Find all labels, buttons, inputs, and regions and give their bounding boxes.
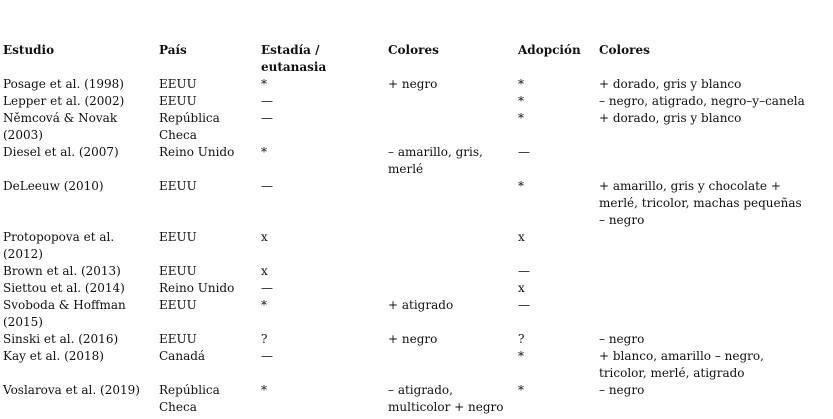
cell-colores-adopcion: + dorado, gris y blanco xyxy=(599,77,742,91)
table-row: Diesel et al. (2007) Reino Unido * – amaril… xyxy=(3,144,833,178)
cell-pais: República Checa xyxy=(159,111,220,142)
cell-estudio: DeLeeuw (2010) xyxy=(3,179,104,193)
cell-colores-adopcion xyxy=(599,263,833,280)
cell-colores xyxy=(388,110,518,144)
table-row: DeLeeuw (2010) EEUU — * + amarillo, gris y c… xyxy=(3,178,833,229)
cell-pais: EEUU xyxy=(159,77,197,91)
cell-estadia: — xyxy=(261,94,273,108)
header-pais: País xyxy=(159,43,187,57)
cell-colores-adopcion: + dorado, gris y blanco xyxy=(599,111,742,125)
header-estadia: Estadía / eutanasia xyxy=(261,43,327,74)
cell-adopcion: * xyxy=(518,383,524,397)
cell-pais: Canadá xyxy=(159,349,206,363)
cell-adopcion: x xyxy=(518,230,525,244)
cell-colores xyxy=(388,229,518,263)
table-row: Lepper et al. (2002) EEUU — * – negro, atigr… xyxy=(3,93,833,110)
cell-estadia: — xyxy=(261,179,273,193)
cell-colores-adopcion: – negro, atigrado, negro–y–canela xyxy=(599,94,805,108)
cell-pais: EEUU xyxy=(159,230,197,244)
cell-pais: EEUU xyxy=(159,179,197,193)
cell-colores-adopcion xyxy=(599,229,833,263)
table-row: Sinski et al. (2016) EEUU? + negro? – negro xyxy=(3,331,833,348)
cell-colores: – atigrado, multicolor + negro xyxy=(388,383,504,414)
cell-adopcion: * xyxy=(518,179,524,193)
cell-estadia: * xyxy=(261,383,267,397)
cell-colores-adopcion xyxy=(599,297,833,331)
cell-pais: República Checa xyxy=(159,383,220,414)
cell-estadia: — xyxy=(261,281,273,295)
table-row: Svoboda & Hoffman (2015) EEUU * + atigrado — xyxy=(3,297,833,331)
cell-colores xyxy=(388,263,518,280)
cell-colores-adopcion: + amarillo, gris y chocolate + merlé, tr… xyxy=(599,179,802,227)
cell-colores: + atigrado xyxy=(388,298,454,312)
header-row: Estudio País Estadía / eutanasia Colores… xyxy=(3,42,833,76)
cell-estadia: * xyxy=(261,77,267,91)
cell-estudio: Voslarova et al. (2019) xyxy=(3,383,140,397)
cell-estadia: ? xyxy=(261,332,268,346)
header-colores: Colores xyxy=(388,43,439,57)
studies-table: Estudio País Estadía / eutanasia Colores… xyxy=(3,42,833,416)
cell-estadia: — xyxy=(261,111,273,125)
cell-pais: EEUU xyxy=(159,94,197,108)
table-row: Voslarova et al. (2019) República Checa * –… xyxy=(3,382,833,416)
cell-pais: EEUU xyxy=(159,298,197,312)
table-row: Siettou et al. (2014) Reino Unido — x xyxy=(3,280,833,297)
cell-estadia: x xyxy=(261,264,268,278)
table-row: Kay et al. (2018) Canadá — * + blanco, amari… xyxy=(3,348,833,382)
header-colores-adopcion: Colores xyxy=(599,43,650,57)
cell-colores: + negro xyxy=(388,77,438,91)
cell-colores xyxy=(388,93,518,110)
cell-pais: EEUU xyxy=(159,332,197,346)
cell-adopcion: x xyxy=(518,281,525,295)
cell-colores-adopcion: – negro xyxy=(599,383,645,397)
cell-colores xyxy=(388,178,518,229)
cell-colores-adopcion: + blanco, amarillo – negro, tricolor, me… xyxy=(599,349,764,380)
cell-colores xyxy=(388,348,518,382)
cell-colores xyxy=(388,280,518,297)
table-row: Němcová & Novak (2003) República Checa — * +… xyxy=(3,110,833,144)
cell-adopcion: — xyxy=(518,264,530,278)
cell-estudio: Protopopova et al. (2012) xyxy=(3,230,115,261)
cell-estadia: * xyxy=(261,298,267,312)
cell-estudio: Posage et al. (1998) xyxy=(3,77,124,91)
cell-estadia: x xyxy=(261,230,268,244)
cell-colores: + negro xyxy=(388,332,438,346)
cell-adopcion: * xyxy=(518,77,524,91)
cell-estudio: Svoboda & Hoffman (2015) xyxy=(3,298,126,329)
cell-estudio: Sinski et al. (2016) xyxy=(3,332,119,346)
cell-estudio: Brown et al. (2013) xyxy=(3,264,121,278)
header-estudio: Estudio xyxy=(3,43,55,57)
table-row: Brown et al. (2013) EEUU x — xyxy=(3,263,833,280)
cell-estudio: Diesel et al. (2007) xyxy=(3,145,119,159)
table-row: Protopopova et al. (2012) EEUU x x xyxy=(3,229,833,263)
cell-estudio: Lepper et al. (2002) xyxy=(3,94,125,108)
cell-colores-adopcion: – negro xyxy=(599,332,645,346)
cell-adopcion: * xyxy=(518,111,524,125)
cell-estadia: * xyxy=(261,145,267,159)
cell-pais: Reino Unido xyxy=(159,281,235,295)
cell-adopcion: * xyxy=(518,349,524,363)
cell-adopcion: — xyxy=(518,298,530,312)
cell-colores: – amarillo, gris, merlé xyxy=(388,145,483,176)
cell-adopcion: — xyxy=(518,145,530,159)
cell-pais: EEUU xyxy=(159,264,197,278)
header-adopcion: Adopción xyxy=(518,43,581,57)
cell-adopcion: * xyxy=(518,94,524,108)
cell-colores-adopcion xyxy=(599,144,833,178)
cell-estudio: Kay et al. (2018) xyxy=(3,349,104,363)
cell-colores-adopcion xyxy=(599,280,833,297)
cell-estudio: Siettou et al. (2014) xyxy=(3,281,125,295)
table-row: Posage et al. (1998) EEUU * + negro * + dorad… xyxy=(3,76,833,93)
cell-estadia: — xyxy=(261,349,273,363)
cell-pais: Reino Unido xyxy=(159,145,235,159)
cell-adopcion: ? xyxy=(518,332,525,346)
cell-estudio: Němcová & Novak (2003) xyxy=(3,111,118,142)
